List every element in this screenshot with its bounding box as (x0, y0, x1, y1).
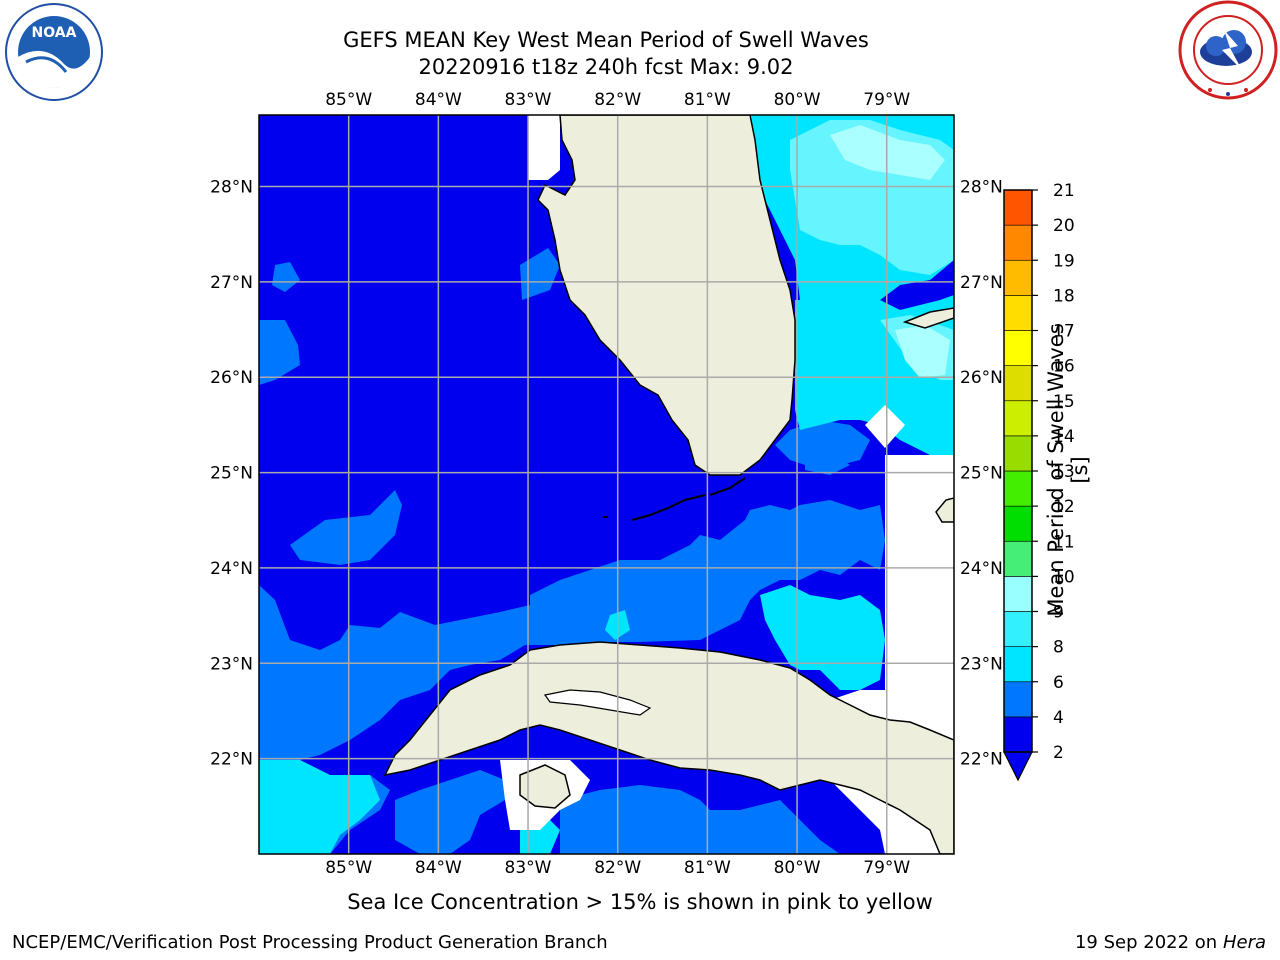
colorbar-tick-label: 11 (1053, 532, 1075, 552)
colorbar-segment (1003, 365, 1033, 402)
colorbar-segment (1003, 681, 1033, 718)
lon-label-bottom: 85°W (325, 858, 372, 878)
colorbar-segment (1003, 646, 1033, 683)
colorbar-tick-label: 13 (1053, 462, 1075, 482)
lon-label-bottom: 80°W (774, 858, 821, 878)
colorbar-extend-arrow (1003, 751, 1033, 782)
land-isle-of-youth (519, 764, 571, 809)
footer-date-text: 19 Sep 2022 on (1074, 932, 1218, 953)
colorbar-tick-label: 9 (1053, 603, 1064, 623)
lat-label-left: 25°N (210, 464, 253, 484)
noaa-logo-text: NOAA (32, 25, 77, 41)
colorbar-segment (1003, 295, 1033, 331)
nws-logo (1176, 0, 1280, 108)
colorbar-segment (1003, 330, 1033, 366)
lat-label-left: 24°N (210, 559, 253, 579)
colorbar-segment (1003, 400, 1033, 437)
lat-label-right: 27°N (960, 273, 1003, 293)
lon-label-top: 81°W (684, 90, 731, 110)
colorbar-segment (1003, 611, 1033, 647)
lat-label-left: 26°N (210, 368, 253, 388)
colorbar-tick-label: 12 (1053, 497, 1075, 517)
graticule (259, 115, 954, 854)
land-andros (935, 497, 954, 523)
lon-label-top: 84°W (415, 90, 462, 110)
footer-machine: Hera (1222, 932, 1266, 953)
colorbar-segment (1003, 540, 1033, 577)
colorbar-segment (1003, 224, 1033, 261)
lon-label-top: 79°W (863, 90, 910, 110)
lat-label-right: 25°N (960, 464, 1003, 484)
land-cuba (383, 641, 954, 854)
colorbar-segment (1003, 576, 1033, 612)
noaa-logo: NOAA (4, 2, 104, 106)
colorbar-tick-label: 21 (1053, 181, 1075, 201)
colorbar-segment (1003, 716, 1033, 753)
land (383, 115, 954, 854)
colorbar-segment (1003, 470, 1033, 507)
colorbar-tick-label: 10 (1053, 567, 1075, 587)
colorbar-tick-label: 20 (1053, 216, 1075, 236)
florida-keys (603, 477, 746, 521)
land-grand-bahama (902, 307, 954, 329)
colorbar-segment (1003, 435, 1033, 472)
lon-label-bottom: 83°W (505, 858, 552, 878)
lat-label-right: 28°N (960, 178, 1003, 198)
lat-label-left: 23°N (210, 654, 253, 674)
lat-label-right: 24°N (960, 559, 1003, 579)
chart-subtitle: 20220916 t18z 240h fcst Max: 9.02 (418, 55, 794, 79)
lon-label-bottom: 79°W (863, 858, 910, 878)
lon-label-bottom: 81°W (684, 858, 731, 878)
lon-label-bottom: 84°W (415, 858, 462, 878)
colorbar: 2 4 6 8 9 10 11 12 13 14 15 16 17 18 19 20 21 (1003, 181, 1075, 782)
colorbar-tick-label: 17 (1053, 322, 1075, 342)
footer-date: 19 Sep 2022 on Hera (1075, 932, 1266, 953)
lon-label-top: 80°W (774, 90, 821, 110)
lat-label-left: 27°N (210, 273, 253, 293)
chart-title: GEFS MEAN Key West Mean Period of Swell … (343, 28, 869, 52)
colorbar-tick-label: 4 (1053, 708, 1064, 728)
sea-ice-note: Sea Ice Concentration > 15% is shown in … (347, 890, 933, 914)
lat-label-left: 22°N (210, 750, 253, 770)
colorbar-tick-label: 18 (1053, 286, 1075, 306)
map-field (259, 115, 954, 854)
colorbar-tick-label: 8 (1053, 638, 1064, 658)
colorbar-label: Mean Period of Swell Waves [s] (1044, 323, 1092, 617)
lat-label-left: 28°N (210, 178, 253, 198)
lon-label-top: 82°W (594, 90, 641, 110)
colorbar-tick-label: 15 (1053, 392, 1075, 412)
period-fill-8-9 (830, 125, 950, 378)
lat-label-right: 22°N (960, 750, 1003, 770)
colorbar-tick-label: 2 (1053, 743, 1064, 763)
map-frame (258, 114, 955, 855)
footer-credit: NCEP/EMC/Verification Post Processing Pr… (12, 932, 608, 953)
lon-label-top: 83°W (505, 90, 552, 110)
lat-label-right: 26°N (960, 368, 1003, 388)
colorbar-tick-label: 6 (1053, 673, 1064, 693)
axis-labels: 85°W 85°W 84°W 84°W 83°W 83°W 82°W 82°W 81°W 81°W… (210, 90, 1003, 878)
colorbar-segment (1003, 505, 1033, 542)
lon-label-bottom: 82°W (594, 858, 641, 878)
inland-water (543, 689, 652, 716)
colorbar-tick-label: 16 (1053, 357, 1075, 377)
lon-label-top: 85°W (325, 90, 372, 110)
colorbar-tick-label: 19 (1053, 251, 1075, 271)
colorbar-segment (1003, 259, 1033, 296)
colorbar-tick-label: 14 (1053, 427, 1075, 447)
land-florida (537, 115, 796, 476)
colorbar-segment (1003, 189, 1033, 226)
lat-label-right: 23°N (960, 654, 1003, 674)
